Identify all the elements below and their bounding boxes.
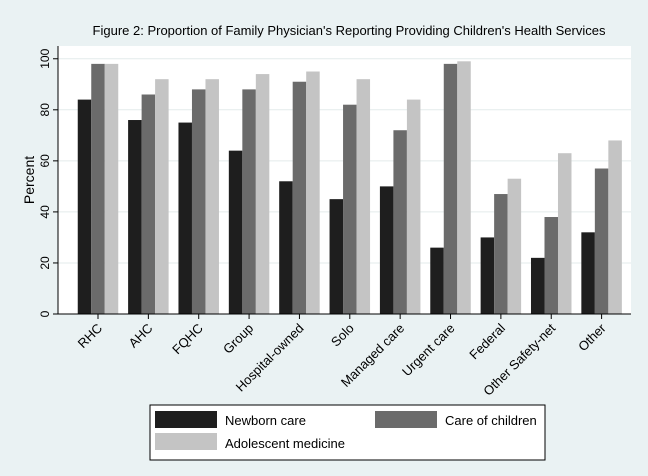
bar xyxy=(379,186,394,314)
bar xyxy=(178,122,192,314)
bar xyxy=(530,257,545,314)
bar xyxy=(557,153,572,314)
bar xyxy=(279,181,293,314)
bar xyxy=(255,74,270,314)
bar xyxy=(430,247,444,314)
bar xyxy=(128,120,142,315)
y-tick-label: 40 xyxy=(38,205,52,219)
chart-title: Figure 2: Proportion of Family Physician… xyxy=(93,23,606,38)
y-tick-label: 80 xyxy=(38,103,52,117)
legend-key xyxy=(155,433,217,450)
bar xyxy=(393,130,407,314)
bar xyxy=(457,61,471,315)
y-tick-label: 100 xyxy=(38,48,52,68)
bar xyxy=(228,150,243,314)
y-tick-label: 20 xyxy=(38,256,52,270)
bar xyxy=(91,63,105,315)
bar xyxy=(581,232,595,314)
bar xyxy=(480,237,495,314)
bars xyxy=(77,61,622,315)
bar xyxy=(356,79,371,315)
bar xyxy=(443,63,458,315)
y-tick-label: 0 xyxy=(38,310,52,317)
bar xyxy=(205,79,219,315)
bar xyxy=(77,99,92,314)
legend-label: Adolescent medicine xyxy=(225,436,345,451)
bar xyxy=(141,94,156,314)
bar xyxy=(306,71,320,315)
bar xyxy=(544,217,558,314)
legend: Newborn care Care of children Adolescent m… xyxy=(149,404,546,461)
legend-label: Care of children xyxy=(445,413,537,428)
legend-key xyxy=(375,411,437,428)
bar xyxy=(242,89,256,314)
bar xyxy=(155,79,169,315)
legend-key xyxy=(155,411,217,428)
y-ticks: 0 20 40 60 80 100 xyxy=(38,48,58,317)
bar xyxy=(191,89,206,314)
y-tick-label: 60 xyxy=(38,154,52,168)
bar xyxy=(343,104,357,314)
bar xyxy=(608,140,622,314)
bar xyxy=(494,194,508,314)
bar xyxy=(104,63,119,315)
bar xyxy=(507,178,522,314)
bar xyxy=(292,81,307,314)
y-axis-title: Percent xyxy=(21,156,37,204)
bar xyxy=(329,199,344,314)
bar xyxy=(406,99,421,314)
legend-label: Newborn care xyxy=(225,413,306,428)
bar xyxy=(594,168,609,314)
